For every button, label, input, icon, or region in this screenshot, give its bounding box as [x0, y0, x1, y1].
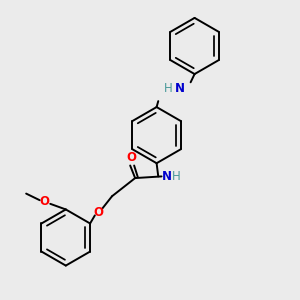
Text: H: H	[172, 170, 181, 183]
Text: O: O	[39, 195, 49, 208]
Text: N: N	[175, 82, 185, 95]
Text: N: N	[161, 170, 172, 183]
Text: O: O	[94, 206, 104, 219]
Text: H: H	[164, 82, 172, 95]
Text: O: O	[126, 151, 136, 164]
